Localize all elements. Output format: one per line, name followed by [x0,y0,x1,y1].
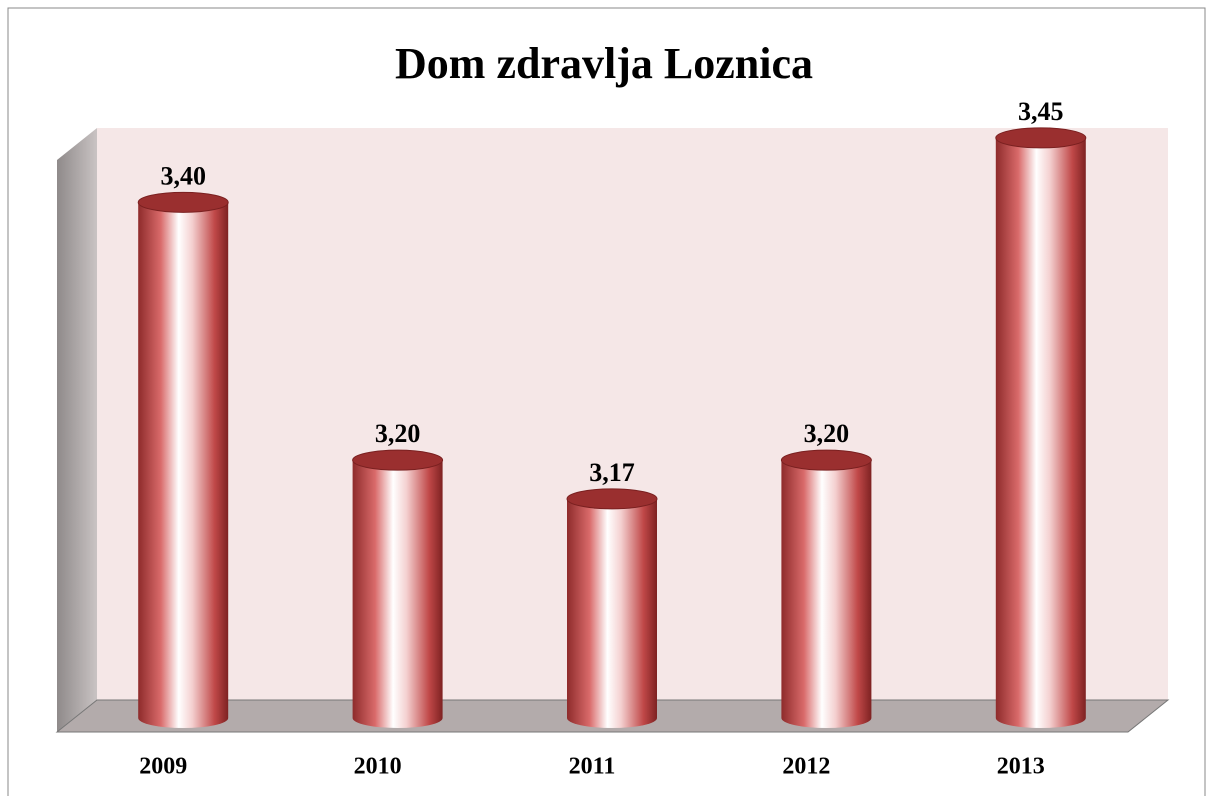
value-label: 3,20 [804,419,850,448]
cylinder-top [352,449,444,471]
x-tick-label: 2011 [569,754,616,780]
frame [7,7,1206,796]
cylinder-top [137,191,229,213]
cylinder-body [352,460,443,728]
side-wall [57,128,97,732]
chart-title: Dom zdravlja Loznica [395,39,813,88]
x-tick-label: 2009 [139,754,187,780]
cylinder-top [995,127,1087,149]
value-label: 3,40 [160,161,206,190]
bar [780,449,872,728]
cylinder-top [566,488,658,510]
x-tick-label: 2012 [782,754,830,780]
cylinder-top [780,449,872,471]
bar [352,449,444,728]
bar [995,127,1087,729]
cylinder-body [995,137,1086,729]
cylinder-body [138,202,229,728]
bar [566,488,658,728]
cylinder-body [567,498,657,728]
x-tick-label: 2013 [997,754,1045,780]
value-label: 3,17 [589,458,635,487]
value-label: 3,20 [375,419,421,448]
bar [137,191,229,728]
value-label: 3,45 [1018,97,1064,126]
cylinder-body [781,460,872,728]
x-tick-label: 2010 [354,754,402,780]
